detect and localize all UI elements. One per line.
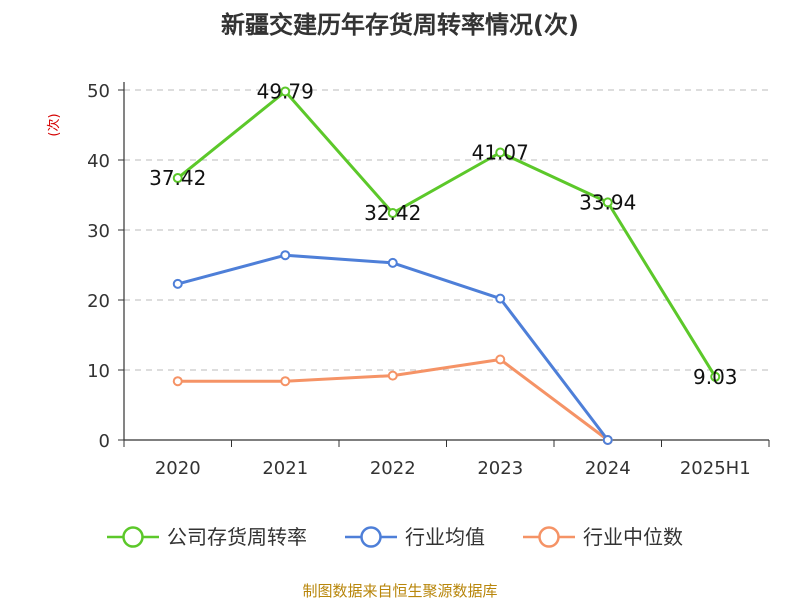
- data-point-s2-2022: [387, 370, 398, 381]
- data-point-s1-2020: [172, 278, 183, 289]
- data-point-s0-2022: [387, 208, 398, 219]
- data-point-s1-2021: [280, 250, 291, 261]
- y-tick-label-40: 40: [87, 151, 110, 172]
- legend-label-2: 行业中位数: [583, 525, 683, 549]
- data-label-2024: 33.94: [579, 190, 636, 214]
- series-line-0: [176, 90, 717, 379]
- data-point-s2-2021: [280, 376, 291, 387]
- x-tick-label-2020: 2020: [155, 458, 201, 479]
- series-line-1: [176, 253, 610, 442]
- x-tick-label-2022: 2022: [370, 458, 416, 479]
- legend: 公司存货周转率 行业均值 行业中位数: [107, 525, 683, 549]
- data-label-2023: 41.07: [472, 141, 529, 165]
- source-note: 制图数据来自恒生聚源数据库: [302, 582, 497, 600]
- legend-marker-0: [122, 526, 144, 548]
- data-point-s0-2024: [602, 197, 613, 208]
- legend-marker-2: [538, 526, 560, 548]
- data-point-s0-2023: [495, 147, 506, 158]
- axes: 0 10 20 30 40 50 2020 2021 2022 2023 2024 2025H1: [87, 81, 770, 479]
- data-point-s1-2024: [602, 435, 613, 445]
- y-tick-label-0: 0: [99, 431, 110, 452]
- x-tick-label-2021: 2021: [262, 458, 308, 479]
- data-point-s0-2025H1: [710, 371, 721, 382]
- data-point-s0-2020: [172, 173, 183, 184]
- gridlines: [124, 89, 769, 371]
- legend-marker-1: [360, 526, 382, 548]
- chart-title: 新疆交建历年存货周转率情况(次): [221, 11, 579, 39]
- y-axis-unit: (次): [46, 113, 62, 136]
- x-tick-label-2025H1: 2025H1: [680, 458, 751, 479]
- y-tick-label-50: 50: [87, 81, 110, 102]
- y-tick-label-30: 30: [87, 221, 110, 242]
- series-points: [172, 86, 721, 445]
- data-point-s0-2021: [280, 86, 291, 97]
- legend-label-0: 公司存货周转率: [167, 525, 307, 549]
- legend-label-1: 行业均值: [405, 525, 485, 549]
- data-point-s1-2022: [387, 257, 398, 268]
- x-tick-label-2023: 2023: [477, 458, 523, 479]
- data-label-2022: 32.42: [364, 201, 421, 225]
- x-tick-label-2024: 2024: [585, 458, 631, 479]
- data-point-s1-2023: [495, 293, 506, 304]
- y-tick-label-10: 10: [87, 361, 110, 382]
- data-label-2025H1: 9.03: [693, 365, 738, 389]
- data-labels: 37.42 49.79 32.42 41.07 33.94 9.03: [149, 79, 737, 388]
- data-point-s2-2023: [495, 354, 506, 365]
- data-label-2020: 37.42: [149, 166, 206, 190]
- data-point-s2-2020: [172, 376, 183, 387]
- series-lines: [176, 90, 717, 442]
- y-tick-label-20: 20: [87, 291, 110, 312]
- data-label-2021: 49.79: [257, 79, 314, 103]
